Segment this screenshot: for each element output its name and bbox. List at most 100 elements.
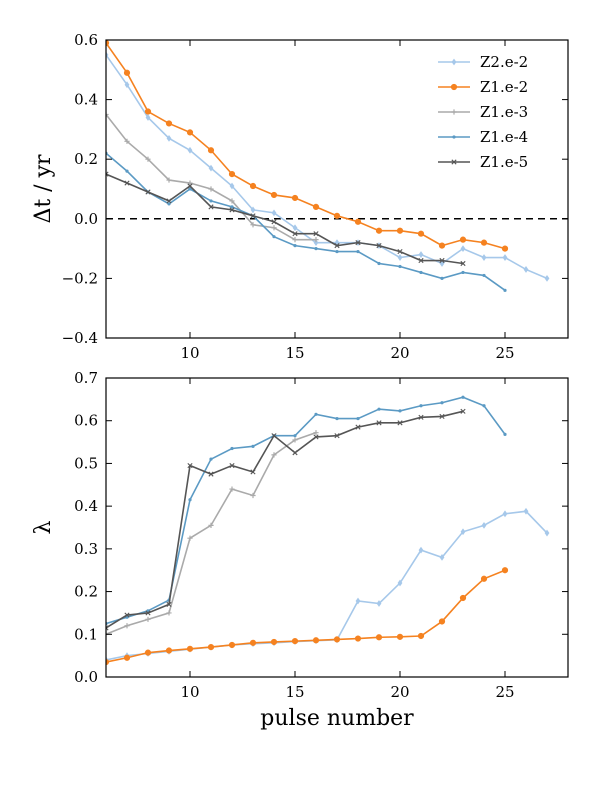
- legend-marker-z1-e-5: [451, 159, 457, 165]
- bottom-point-z1-e-5-20: [397, 420, 403, 426]
- bottom-point-z1-e-5-19: [376, 420, 382, 426]
- bottom-point-z2-e-2-26: [523, 507, 529, 515]
- bottom-point-z1-e-5-8: [145, 610, 151, 616]
- top-point-z1-e-4-10: [188, 187, 192, 191]
- bottom-axes-frame: [105, 377, 569, 678]
- legend-marker-z1-e-4: [452, 135, 456, 139]
- legend-marker-z2-e-2: [451, 58, 457, 66]
- bottom-point-z1-e-2-13: [249, 639, 257, 646]
- bottom-point-z1-e-4-18: [356, 416, 360, 421]
- bottom-y-tick-label-7: 0.7: [74, 369, 98, 387]
- bottom-point-z1-e-4-20: [398, 409, 402, 413]
- bottom-point-z1-e-2-12: [228, 641, 236, 649]
- bottom-panel: 10 15 20 25 0.0 0.1 0.2 0.3 0.4 0.5 0.6 0.7 λ pulse n…: [31, 369, 569, 731]
- top-point-z1-e-5-9: [166, 198, 172, 204]
- top-point-z1-e-5-8: [145, 189, 151, 195]
- top-point-z1-e-3-15: [292, 237, 298, 243]
- top-series-line-z1-e-2: [106, 42, 506, 250]
- bottom-point-z2-e-2-22: [439, 554, 445, 561]
- legend-marker-z1-e-2: [450, 83, 458, 91]
- top-point-z1-e-2-12: [228, 171, 236, 178]
- legend-label-z1-e-3: Z1.e-3: [480, 103, 528, 121]
- bottom-point-z1-e-3-16: [313, 430, 319, 436]
- top-point-z1-e-5-11: [208, 204, 214, 210]
- bottom-point-z1-e-4-24: [482, 404, 486, 408]
- bottom-point-z1-e-4-16: [314, 412, 318, 416]
- top-point-z1-e-2-19: [375, 227, 383, 234]
- legend-label-z2-e-2: Z2.e-2: [480, 53, 528, 71]
- top-point-z2-e-2-24: [481, 254, 487, 261]
- top-point-z2-e-2-23: [460, 245, 466, 252]
- top-point-z1-e-4-22: [440, 276, 444, 280]
- bottom-x-axis-title: pulse number: [260, 706, 414, 731]
- top-point-z1-e-5-16: [313, 231, 319, 237]
- bottom-y-tick-label-1: 0.1: [74, 625, 98, 643]
- bottom-point-z1-e-5-9: [166, 601, 172, 607]
- top-point-z2-e-2-21: [418, 251, 424, 258]
- top-x-tick-label-15: 15: [285, 344, 304, 362]
- bottom-plot-area: [106, 395, 550, 666]
- bottom-y-tick-label-2: 0.2: [74, 583, 98, 601]
- top-axes-frame: [105, 39, 569, 339]
- bottom-point-z1-e-2-20: [396, 633, 404, 640]
- bottom-point-z1-e-2-24: [480, 575, 488, 582]
- bottom-point-z2-e-2-19: [376, 600, 382, 607]
- top-point-z1-e-4-11: [209, 199, 213, 203]
- top-y-tick-label-4: 0.4: [74, 91, 98, 109]
- bottom-point-z1-e-2-15: [291, 638, 299, 645]
- top-y-tick-label-5: 0.6: [74, 31, 98, 49]
- top-point-z1-e-2-18: [354, 218, 362, 225]
- bottom-point-z1-e-3-7: [124, 623, 130, 629]
- top-point-z1-e-3-11: [208, 186, 214, 192]
- top-point-z1-e-2-25: [501, 245, 509, 252]
- top-point-z1-e-4-15: [293, 244, 297, 248]
- bottom-point-z1-e-3-9: [166, 610, 172, 616]
- top-point-z1-e-5-13: [250, 213, 256, 219]
- bottom-point-z1-e-2-9: [165, 647, 173, 654]
- bottom-point-z1-e-3-15: [292, 437, 298, 443]
- bottom-point-z1-e-4-11: [209, 457, 213, 461]
- bottom-point-z1-e-2-6: [106, 658, 110, 666]
- bottom-point-z1-e-5-15: [292, 450, 298, 456]
- top-point-z1-e-2-17: [333, 212, 341, 219]
- top-point-z1-e-2-24: [480, 239, 488, 246]
- top-point-z1-e-3-13: [250, 222, 256, 228]
- bottom-y-tick-label-6: 0.6: [74, 412, 98, 430]
- top-point-z1-e-4-7: [125, 169, 129, 173]
- bottom-point-z1-e-2-23: [459, 594, 467, 602]
- top-point-z2-e-2-10: [187, 146, 193, 154]
- top-y-tick-label-1: −0.2: [62, 269, 98, 287]
- top-point-z1-e-3-16: [313, 237, 319, 243]
- top-point-z1-e-5-21: [418, 257, 424, 264]
- top-point-z1-e-4-9: [167, 202, 171, 206]
- top-x-tick-label-20: 20: [390, 344, 409, 362]
- top-point-z2-e-2-25: [502, 254, 508, 261]
- bottom-point-z2-e-2-23: [460, 528, 466, 536]
- top-point-z2-e-2-15: [292, 224, 298, 232]
- top-y-tick-label-2: 0.0: [74, 210, 98, 228]
- legend-label-z1-e-5: Z1.e-5: [480, 153, 528, 171]
- bottom-point-z1-e-4-13: [251, 444, 255, 448]
- bottom-point-z1-e-3-10: [187, 535, 193, 541]
- bottom-y-tick-label-3: 0.3: [74, 540, 98, 558]
- top-point-z1-e-5-22: [439, 257, 445, 264]
- top-y-tick-label-0: −0.4: [62, 329, 98, 347]
- bottom-point-z1-e-2-11: [207, 643, 215, 651]
- top-point-z1-e-2-6: [106, 40, 110, 47]
- legend-entry-z1-e-4: Z1.e-4: [438, 128, 528, 146]
- top-point-z1-e-2-22: [438, 242, 446, 249]
- top-point-z2-e-2-22: [439, 260, 445, 267]
- bottom-point-z1-e-5-18: [355, 424, 361, 430]
- bottom-point-z1-e-5-10: [187, 462, 193, 469]
- top-point-z1-e-5-17: [334, 243, 340, 249]
- legend-entry-z1-e-5: Z1.e-5: [438, 153, 528, 171]
- top-series-line-z1-e-4: [106, 152, 506, 291]
- top-point-z2-e-2-16: [313, 239, 319, 247]
- bottom-y-tick-label-4: 0.4: [74, 497, 98, 515]
- top-point-z1-e-5-18: [355, 240, 361, 246]
- top-point-z1-e-4-23: [461, 270, 465, 275]
- top-point-z1-e-5-7: [124, 180, 130, 186]
- top-point-z1-e-5-23: [460, 260, 466, 267]
- top-point-z1-e-2-20: [396, 227, 404, 234]
- bottom-y-axis-title: λ: [31, 520, 56, 534]
